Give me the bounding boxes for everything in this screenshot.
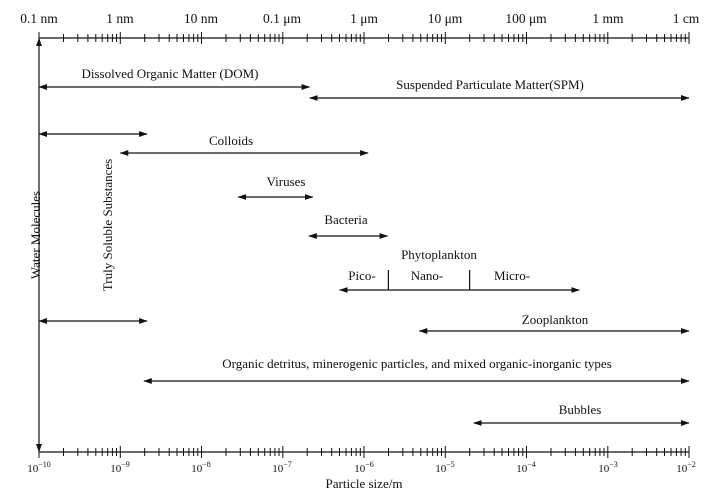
bottom-tick-label: 10−2 [676, 460, 696, 475]
bottom-tick-label: 10−8 [191, 460, 211, 475]
bottom-tick-label: 10−5 [435, 460, 455, 475]
bottom-axis-labels: 10−10 10−9 10−8 10−7 10−6 10−5 10−4 10−3… [27, 460, 696, 475]
dom-label: Dissolved Organic Matter (DOM) [81, 66, 258, 81]
truly-soluble-label: Truly Soluble Substances [100, 159, 115, 291]
colloids-label: Colloids [209, 133, 253, 148]
top-tick-label: 1 cm [673, 11, 700, 26]
bubbles-label: Bubbles [559, 402, 602, 417]
viruses-label: Viruses [267, 174, 306, 189]
phytoplankton-nano-label: Nano- [411, 268, 444, 283]
top-axis-labels: 0.1 nm 1 nm 10 nm 0.1 μm 1 μm 10 μm 100 … [20, 11, 700, 26]
top-tick-label: 1 mm [592, 11, 624, 26]
spm-label: Suspended Particulate Matter(SPM) [396, 77, 584, 92]
phytoplankton-pico-label: Pico- [348, 268, 375, 283]
bottom-tick-label: 10−3 [598, 460, 618, 475]
detritus-label: Organic detritus, minerogenic particles,… [222, 356, 612, 371]
bottom-tick-label: 10−9 [110, 460, 130, 475]
phytoplankton-micro-label: Micro- [494, 268, 530, 283]
x-axis-title: Particle size/m [326, 476, 403, 491]
top-tick-label: 1 nm [106, 11, 134, 26]
bottom-tick-label: 10−7 [272, 460, 292, 475]
bottom-tick-label: 10−6 [354, 460, 374, 475]
top-tick-label: 0.1 μm [263, 11, 301, 26]
top-tick-label: 10 nm [184, 11, 219, 26]
top-axis-ticks [38, 32, 690, 44]
phytoplankton-title: Phytoplankton [401, 247, 477, 262]
bottom-axis: 10−10 10−9 10−8 10−7 10−6 10−5 10−4 10−3… [27, 446, 696, 491]
top-tick-label: 10 μm [428, 11, 463, 26]
bacteria-label: Bacteria [324, 212, 368, 227]
bottom-tick-label: 10−4 [516, 460, 536, 475]
zooplankton-label: Zooplankton [522, 312, 589, 327]
size-ranges: Dissolved Organic Matter (DOM) Suspended… [38, 66, 690, 426]
top-axis: 0.1 nm 1 nm 10 nm 0.1 μm 1 μm 10 μm 100 … [20, 11, 700, 44]
bottom-tick-label: 10−10 [27, 460, 51, 475]
top-tick-label: 100 μm [505, 11, 547, 26]
bottom-axis-ticks [38, 446, 690, 458]
water-molecules-label: Water Molecules [28, 191, 43, 279]
top-tick-label: 1 μm [350, 11, 378, 26]
top-tick-label: 0.1 nm [20, 11, 58, 26]
